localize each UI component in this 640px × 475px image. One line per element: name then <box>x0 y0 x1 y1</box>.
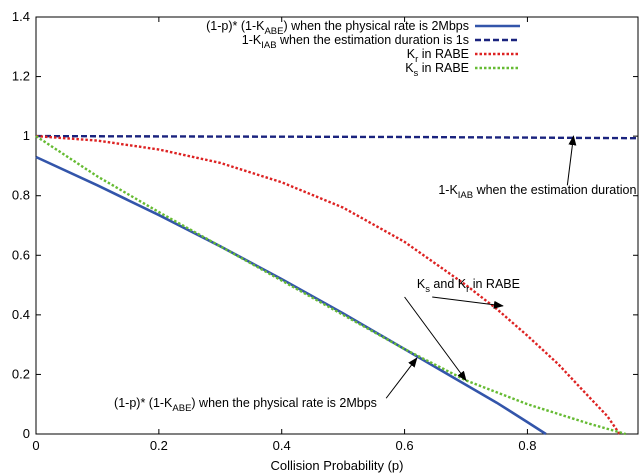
y-tick-label: 1.4 <box>12 9 30 24</box>
x-tick-label: 0.8 <box>518 438 536 453</box>
x-tick-label: 0.6 <box>396 438 414 453</box>
annotations-layer: 1-KIAB when the estimation duration is 1… <box>114 135 640 414</box>
annotation-abe_note: (1-p)* (1-KABE) when the physical rate i… <box>114 396 377 414</box>
y-tick-label: 0.6 <box>12 247 30 262</box>
series-line-kr <box>35 134 621 435</box>
annotation-arrow-ks_kr_note <box>404 296 467 382</box>
plot-frame <box>35 16 639 435</box>
x-tick-label: 0.2 <box>150 438 168 453</box>
series-line-ks <box>35 135 627 436</box>
series-line-iab <box>35 134 639 140</box>
x-tick-label: 0.4 <box>273 438 291 453</box>
legend-label-iab: 1-KIAB when the estimation duration is 1… <box>242 33 469 51</box>
annotation-ks_kr_note: Ks and Kr in RABE <box>417 277 520 295</box>
annotation-arrow-abe_note <box>385 357 418 399</box>
legend-label-ks: Ks in RABE <box>405 61 469 79</box>
annotation-arrow-ks_kr_note <box>432 296 504 309</box>
legend-label-kr: Kr in RABE <box>407 47 469 65</box>
series-layer <box>35 134 639 436</box>
x-axis-label: Collision Probability (p) <box>271 458 404 473</box>
annotation-iab_note: 1-KIAB when the estimation duration is 1… <box>438 183 640 201</box>
y-tick-label: 0.2 <box>12 366 30 381</box>
legend: (1-p)* (1-KABE) when the physical rate i… <box>206 19 520 79</box>
x-tick-label: 0 <box>32 438 39 453</box>
y-tick-label: 1 <box>23 128 30 143</box>
y-tick-label: 1.2 <box>12 69 30 84</box>
legend-label-abe: (1-p)* (1-KABE) when the physical rate i… <box>206 19 469 37</box>
y-tick-label: 0.8 <box>12 188 30 203</box>
series-line-abe <box>35 155 547 436</box>
y-tick-label: 0.4 <box>12 307 30 322</box>
axis-ticks: 0 0.2 0.4 0.6 0.8 0 0.2 0.4 0.6 0.8 1 1.2 1.4 <box>12 9 638 453</box>
annotation-arrow-iab_note <box>566 135 577 186</box>
plot-border <box>35 16 639 435</box>
y-tick-label: 0 <box>23 426 30 441</box>
